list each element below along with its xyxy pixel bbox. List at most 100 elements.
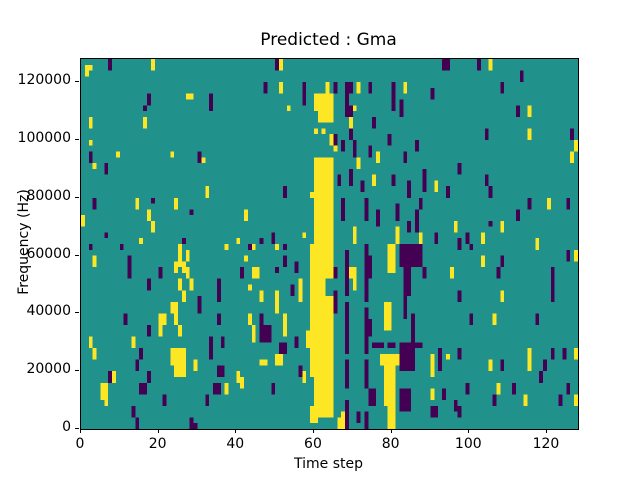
heatmap-cell bbox=[302, 232, 307, 239]
heatmap-cell bbox=[127, 255, 132, 279]
heatmap-cell bbox=[282, 255, 287, 268]
heatmap-cell bbox=[244, 255, 248, 262]
heatmap-cell bbox=[119, 244, 124, 250]
heatmap-cell bbox=[88, 139, 93, 146]
heatmap-cell bbox=[205, 186, 210, 198]
heatmap-cell bbox=[189, 417, 194, 429]
heatmap-cell bbox=[368, 82, 373, 94]
heatmap-cell bbox=[279, 82, 283, 94]
heatmap-cell bbox=[251, 324, 256, 337]
heatmap-cell bbox=[399, 348, 415, 372]
heatmap-cell bbox=[500, 82, 505, 94]
heatmap-cell bbox=[574, 139, 578, 152]
heatmap-cell bbox=[104, 163, 109, 175]
y-tick-mark bbox=[75, 196, 79, 198]
heatmap-cell bbox=[570, 151, 575, 164]
heatmap-cell bbox=[407, 180, 412, 198]
heatmap-cell bbox=[387, 405, 396, 429]
heatmap-cell bbox=[574, 348, 578, 360]
heatmap-cell bbox=[174, 197, 179, 210]
heatmap-cell bbox=[298, 365, 303, 377]
heatmap-cell bbox=[345, 400, 349, 429]
heatmap-cell bbox=[240, 376, 245, 389]
heatmap-cell bbox=[403, 267, 412, 297]
heatmap-cell bbox=[387, 244, 396, 273]
heatmap-cell bbox=[306, 330, 311, 349]
y-tick-mark bbox=[75, 81, 79, 83]
heatmap-cell bbox=[480, 255, 485, 268]
heatmap-cell bbox=[112, 371, 116, 383]
heatmap-cell bbox=[251, 244, 256, 250]
heatmap-cell bbox=[189, 93, 194, 100]
heatmap-cell bbox=[411, 313, 415, 325]
heatmap-cell bbox=[411, 324, 415, 349]
heatmap-cell bbox=[181, 290, 186, 302]
heatmap-cell bbox=[438, 348, 443, 360]
heatmap-cell bbox=[445, 186, 450, 198]
heatmap-cell bbox=[430, 405, 439, 418]
heatmap-cell bbox=[216, 278, 221, 291]
heatmap-cell bbox=[500, 220, 505, 233]
heatmap-cell bbox=[174, 348, 186, 377]
heatmap-cell bbox=[185, 93, 190, 100]
heatmap-cell bbox=[527, 348, 532, 372]
heatmap-cell bbox=[465, 382, 470, 395]
heatmap-cell bbox=[345, 301, 349, 354]
y-tick-mark bbox=[75, 428, 79, 429]
heatmap-cell bbox=[88, 151, 93, 164]
heatmap-cell bbox=[216, 313, 221, 325]
heatmap-cell bbox=[527, 197, 532, 210]
heatmap-cell bbox=[209, 336, 214, 349]
heatmap-cell bbox=[108, 371, 113, 383]
heatmap-cell bbox=[259, 290, 264, 302]
heatmap-cell bbox=[310, 191, 314, 198]
heatmap-cell bbox=[333, 134, 338, 152]
heatmap-cell bbox=[379, 353, 384, 366]
heatmap-cell bbox=[430, 388, 435, 401]
heatmap-cell bbox=[135, 197, 140, 210]
heatmap-cell bbox=[356, 411, 361, 424]
heatmap-cell bbox=[399, 244, 423, 268]
heatmap-cell bbox=[492, 313, 497, 325]
heatmap-cell bbox=[189, 209, 194, 216]
y-tick-mark bbox=[75, 138, 79, 140]
heatmap-cell bbox=[147, 324, 151, 337]
heatmap-cell bbox=[348, 116, 353, 129]
heatmap-cell bbox=[88, 244, 93, 250]
heatmap-cell bbox=[247, 313, 252, 325]
heatmap-cell bbox=[368, 255, 373, 279]
heatmap-cell bbox=[158, 324, 163, 337]
heatmap-cell bbox=[457, 163, 462, 175]
heatmap-cell bbox=[224, 382, 229, 395]
heatmap-cell bbox=[88, 116, 93, 129]
heatmap-cell bbox=[395, 203, 400, 221]
heatmap-cell bbox=[348, 168, 353, 187]
x-tick-mark bbox=[545, 429, 547, 433]
heatmap-cell bbox=[143, 116, 148, 129]
heatmap-cell bbox=[139, 382, 148, 395]
heatmap-cell bbox=[220, 336, 225, 349]
heatmap-cell bbox=[135, 359, 140, 372]
heatmap-cell bbox=[566, 249, 571, 262]
heatmap-cell bbox=[88, 64, 93, 71]
heatmap-cell bbox=[310, 417, 318, 424]
heatmap-cell bbox=[205, 394, 210, 406]
heatmap-cell bbox=[170, 348, 175, 366]
heatmap-cell bbox=[465, 232, 470, 244]
heatmap-cell bbox=[574, 249, 578, 262]
heatmap-cell bbox=[147, 371, 151, 383]
heatmap-cell bbox=[488, 186, 493, 198]
heatmap-cell bbox=[511, 382, 516, 395]
heatmap-cell bbox=[150, 220, 155, 233]
heatmap-cell bbox=[259, 238, 264, 244]
heatmap-cell bbox=[345, 93, 349, 117]
heatmap-cell bbox=[372, 174, 377, 187]
x-tick-label: 40 bbox=[226, 436, 245, 452]
heatmap-cell bbox=[263, 82, 268, 94]
heatmap-cell bbox=[321, 128, 326, 135]
heatmap-cell bbox=[201, 157, 206, 164]
heatmap-cell bbox=[185, 267, 190, 279]
heatmap-cell bbox=[422, 168, 427, 192]
heatmap-cell bbox=[488, 359, 493, 372]
heatmap-cell bbox=[376, 151, 380, 164]
